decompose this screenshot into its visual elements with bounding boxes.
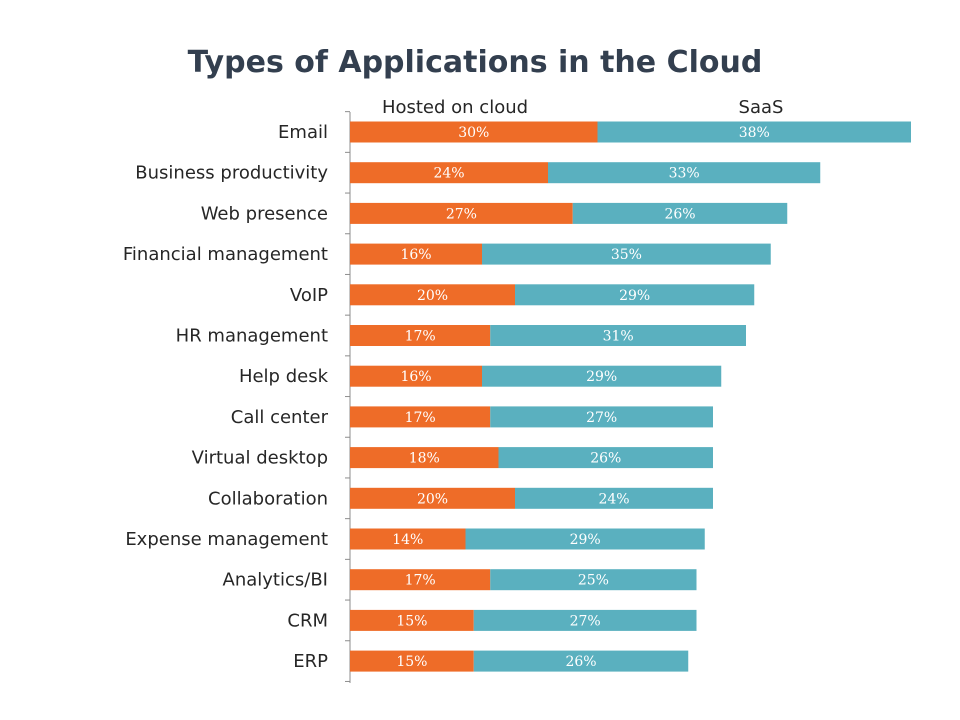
category-label-erp: ERP: [293, 651, 328, 672]
bar-saas-expense-management: [465, 528, 705, 550]
bar-hosted-on-cloud-collaboration: [350, 487, 515, 509]
data-label-hosted-on-cloud-virtual-desktop: 18%: [409, 451, 440, 467]
bar-hosted-on-cloud-analytics-bi: [350, 569, 491, 591]
data-label-hosted-on-cloud-erp: 15%: [396, 654, 427, 670]
bar-hosted-on-cloud-hr-management: [350, 325, 491, 346]
data-label-hosted-on-cloud-crm: 15%: [396, 613, 427, 629]
bars: 30% 38% 24% 33% 27% 26% 16% 35% 20% 29% 17% 31% 16% 2…: [350, 121, 911, 672]
bar-saas-financial-management: [482, 243, 771, 265]
data-label-saas-email: 38%: [739, 125, 770, 141]
category-label-business-productivity: Business productivity: [135, 163, 328, 184]
data-label-hosted-on-cloud-business-productivity: 24%: [433, 166, 464, 182]
data-label-saas-call-center: 27%: [586, 410, 617, 426]
legend-hosted-on-cloud: Hosted on cloud: [382, 97, 528, 118]
bar-hosted-on-cloud-business-productivity: [350, 162, 548, 184]
data-label-hosted-on-cloud-call-center: 17%: [405, 410, 436, 426]
data-label-saas-virtual-desktop: 26%: [590, 451, 621, 467]
bar-saas-virtual-desktop: [498, 447, 713, 469]
bar-saas-analytics-bi: [490, 569, 697, 591]
data-label-hosted-on-cloud-web-presence: 27%: [446, 206, 477, 222]
bar-hosted-on-cloud-help-desk: [350, 365, 482, 387]
category-label-help-desk: Help desk: [239, 366, 329, 387]
bar-saas-collaboration: [515, 487, 713, 509]
bar-saas-erp: [473, 650, 689, 672]
category-label-call-center: Call center: [231, 407, 329, 428]
data-label-saas-erp: 26%: [565, 654, 596, 670]
category-label-virtual-desktop: Virtual desktop: [192, 448, 328, 469]
bar-hosted-on-cloud-email: [350, 121, 598, 143]
data-label-hosted-on-cloud-hr-management: 17%: [405, 329, 436, 345]
bar-saas-hr-management: [490, 325, 746, 346]
category-label-email: Email: [278, 122, 328, 143]
bar-hosted-on-cloud-virtual-desktop: [350, 447, 499, 469]
legend-saas: SaaS: [739, 97, 784, 118]
bar-hosted-on-cloud-crm: [350, 609, 474, 631]
data-label-saas-voip: 29%: [619, 288, 650, 304]
data-label-hosted-on-cloud-analytics-bi: 17%: [405, 573, 436, 589]
data-label-hosted-on-cloud-help-desk: 16%: [400, 369, 431, 385]
bar-saas-web-presence: [572, 202, 788, 224]
bar-saas-crm: [473, 609, 697, 631]
category-label-hr-management: HR management: [176, 326, 328, 347]
data-label-saas-hr-management: 31%: [603, 329, 634, 345]
data-label-hosted-on-cloud-email: 30%: [458, 125, 489, 141]
bar-saas-email: [597, 121, 911, 143]
data-label-hosted-on-cloud-expense-management: 14%: [392, 532, 423, 548]
category-labels: Email Business productivity Web presence Fi…: [123, 122, 329, 672]
category-label-web-presence: Web presence: [201, 203, 328, 224]
bar-hosted-on-cloud-expense-management: [350, 528, 466, 550]
data-label-saas-help-desk: 29%: [586, 369, 617, 385]
data-label-saas-financial-management: 35%: [611, 247, 642, 263]
bar-hosted-on-cloud-financial-management: [350, 243, 482, 265]
chart-title: Types of Applications in the Cloud: [188, 45, 763, 80]
data-label-hosted-on-cloud-financial-management: 16%: [400, 247, 431, 263]
bar-hosted-on-cloud-web-presence: [350, 202, 573, 224]
data-label-saas-business-productivity: 33%: [669, 166, 700, 182]
bar-saas-help-desk: [482, 365, 722, 387]
bar-hosted-on-cloud-erp: [350, 650, 474, 672]
data-label-saas-crm: 27%: [570, 613, 601, 629]
bar-saas-call-center: [490, 406, 713, 428]
data-label-hosted-on-cloud-collaboration: 20%: [417, 491, 448, 507]
category-label-collaboration: Collaboration: [208, 488, 328, 509]
bar-hosted-on-cloud-voip: [350, 284, 515, 306]
category-label-voip: VoIP: [290, 285, 328, 306]
category-label-analytics-bi: Analytics/BI: [223, 570, 328, 591]
data-label-saas-expense-management: 29%: [570, 532, 601, 548]
category-label-expense-management: Expense management: [125, 529, 328, 550]
y-axis: [345, 111, 351, 683]
bar-hosted-on-cloud-call-center: [350, 406, 491, 428]
data-label-saas-collaboration: 24%: [598, 491, 629, 507]
bar-saas-business-productivity: [548, 162, 821, 184]
data-label-saas-web-presence: 26%: [664, 206, 695, 222]
data-label-hosted-on-cloud-voip: 20%: [417, 288, 448, 304]
category-label-financial-management: Financial management: [123, 244, 328, 265]
data-label-saas-analytics-bi: 25%: [578, 573, 609, 589]
category-label-crm: CRM: [287, 610, 328, 631]
bar-saas-voip: [515, 284, 755, 306]
